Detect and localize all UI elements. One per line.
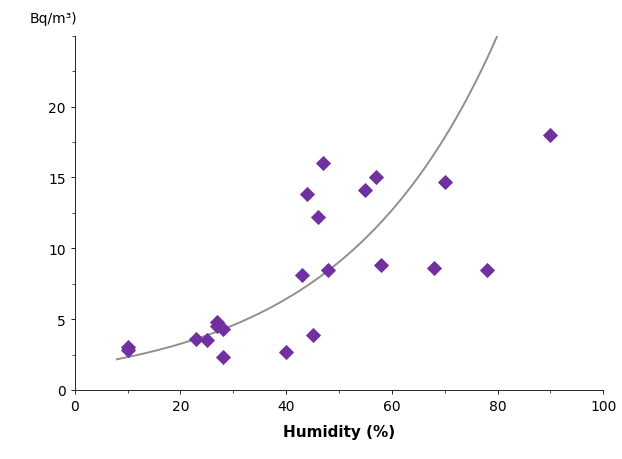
Point [213,319,223,326]
Point [376,262,386,269]
Point [313,214,323,221]
Point [192,336,202,343]
Point [218,326,228,333]
Point [202,337,211,344]
Text: Bq/m³): Bq/m³) [30,12,77,26]
Point [308,331,318,339]
Point [297,272,307,280]
Point [318,160,328,168]
Point [302,191,312,199]
Point [323,266,333,274]
Point [545,132,555,140]
X-axis label: Humidity (%): Humidity (%) [283,424,395,439]
Point [429,265,439,272]
Point [440,179,450,186]
Point [281,348,291,356]
Point [218,354,228,361]
Point [213,323,223,330]
Point [123,344,132,352]
Point [482,266,492,274]
Point [123,347,132,354]
Point [371,174,381,182]
Point [361,187,371,195]
